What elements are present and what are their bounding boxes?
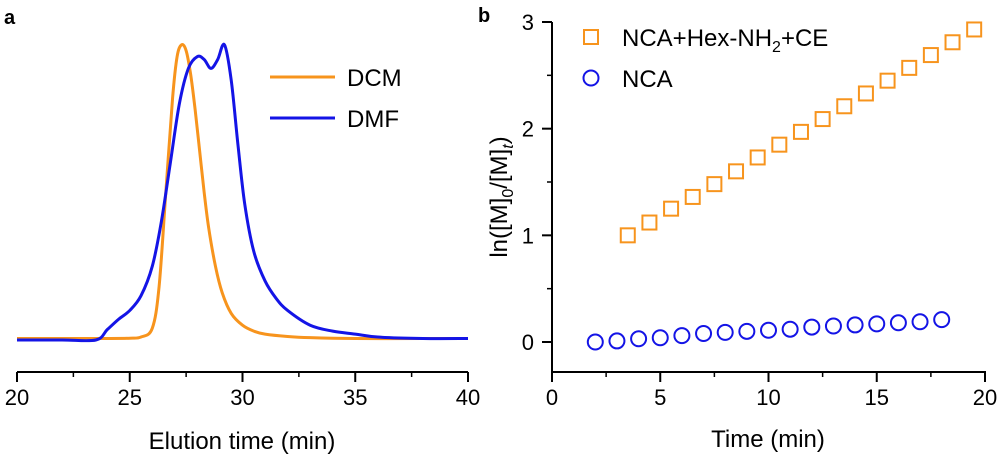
data-point-circle [738,322,756,340]
ylabel-pre: ln([M] [486,198,513,258]
panel-a-legend: DCM DMF [270,65,402,133]
legend-label-dmf: DMF [347,106,399,133]
panel-b-x-tick-label: 20 [973,385,997,410]
panel-a-x-tick-label: 40 [456,385,480,410]
data-point-square [619,227,636,244]
data-point-circle [846,316,864,334]
panel-b-x-tick-label: 0 [546,385,558,410]
data-point-square [944,34,961,51]
panel-b-x-tick-label: 5 [654,385,666,410]
panel-a-chart: 20 25 30 35 40 Elution time (min) DCM DMF [5,42,480,455]
data-point-circle [760,321,777,339]
panel-label-b: b [478,5,490,27]
data-point-circle [651,329,669,347]
data-point-circle [933,311,951,329]
data-point-circle [889,314,907,332]
data-point-circle [824,317,842,335]
panel-a-x-tick-label: 25 [118,385,142,410]
ylabel-mid: /[M] [486,149,513,189]
series-line-dmf [17,42,469,343]
panel-a-x-tick-label: 35 [343,385,367,410]
panel-label-a: a [4,7,16,29]
panel-b-y-tick-label: 2 [522,117,534,142]
panel-b-y-tick-label: 0 [522,330,534,355]
ylabel-sub-0: 0 [500,189,517,198]
panel-a-series [17,42,469,343]
data-point-square [728,163,745,180]
data-point-square [901,59,918,76]
data-point-square [771,136,788,153]
ylabel-sub-t: t [500,144,517,149]
panel-a-x-tick-label: 20 [5,385,29,410]
data-point-square [792,123,809,140]
panel-b-legend: NCA+Hex-NH2+CE NCA [582,25,828,93]
legend-marker-circle [582,69,600,87]
data-point-circle [608,332,626,350]
legend-label-nca: NCA [622,66,673,93]
data-point-square [836,98,853,115]
legend-b-sub: 2 [772,39,781,56]
data-point-square [749,149,766,166]
data-point-circle [673,327,691,345]
panel-b-x-tick-label: 10 [756,385,780,410]
data-point-circle [911,313,929,331]
panel-a-x-title: Elution time (min) [149,428,336,455]
data-point-square [879,72,896,89]
panel-b-y-title: ln([M]0/[M]t) [486,136,517,257]
series-line-dcm [17,43,468,341]
legend-marker-square [583,29,599,45]
data-point-square [857,85,874,102]
panel-b-y-tick-label: 1 [522,223,534,248]
ylabel-post: ) [486,136,513,144]
data-point-circle [586,333,604,351]
panel-a-x-ticks: 20 25 30 35 40 [5,372,480,410]
data-point-circle [803,318,821,336]
panel-b-ticks: 0 5 10 15 20 0 1 2 3 [522,10,997,410]
panel-b-x-title: Time (min) [711,426,825,453]
data-point-square [641,214,658,231]
data-point-circle [695,324,713,342]
panel-b-x-tick-label: 15 [865,385,889,410]
legend-label-nca-hex: NCA+Hex-NH2+CE [622,25,828,56]
data-point-circle [781,320,799,338]
data-point-square [663,200,680,217]
data-point-circle [716,323,734,341]
legend-label-dcm: DCM [347,65,402,92]
panel-b-series [586,21,983,351]
legend-b-tail: +CE [781,25,828,52]
legend-b-main: NCA+Hex-NH [622,25,772,52]
data-point-square [966,21,983,38]
data-point-square [684,188,701,205]
panel-a-x-tick-label: 30 [230,385,254,410]
data-point-square [814,111,831,128]
data-point-circle [630,330,648,348]
data-point-square [706,176,723,193]
data-point-circle [868,315,886,333]
data-point-square [922,47,939,64]
panel-b-y-tick-label: 3 [522,10,534,35]
